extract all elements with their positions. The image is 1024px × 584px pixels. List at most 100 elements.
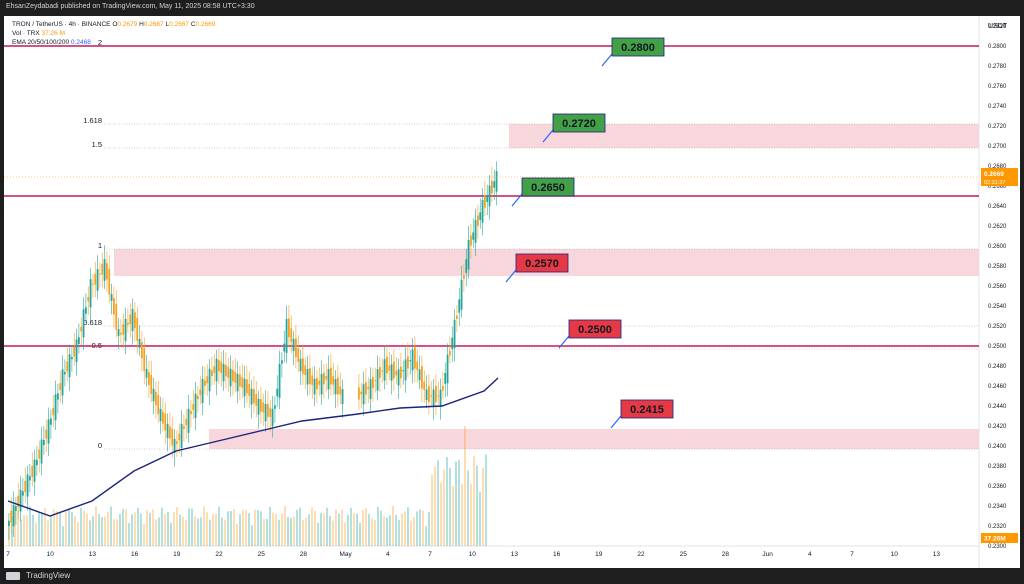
candle-body (178, 433, 181, 441)
candle-body (162, 411, 164, 424)
candle-body (288, 318, 290, 338)
x-tick-label: 19 (595, 551, 603, 558)
candle-body (208, 368, 211, 392)
candle-body (73, 346, 76, 357)
volume-bar (305, 517, 307, 546)
y-tick-label: 0.2460 (988, 384, 1007, 390)
x-tick-label: 22 (215, 551, 223, 558)
candle-body (334, 379, 337, 395)
candle-body (257, 398, 260, 415)
candle-body (222, 363, 225, 382)
candle-body (271, 408, 274, 427)
volume-bar (227, 511, 229, 546)
candle-body (138, 338, 141, 348)
candle-body (421, 366, 423, 389)
candle-body (481, 199, 484, 223)
x-tick-label: 10 (891, 551, 899, 558)
candle-body (43, 439, 45, 445)
candle-body (313, 378, 316, 395)
candle-body (285, 318, 288, 353)
candle-body (264, 403, 267, 422)
candle-body (432, 389, 435, 407)
volume-bar (35, 522, 37, 546)
y-tick-label: 0.2540 (988, 304, 1007, 310)
level-tag-pointer (505, 269, 517, 283)
volume-bar (356, 513, 358, 546)
candle-body (215, 358, 218, 382)
y-tick-label: 0.2300 (988, 544, 1007, 550)
volume-bar (416, 511, 418, 546)
chart-area[interactable]: USDT 0.2820 0.2800 0.2780 0.2760 0.2740 0.2720… (4, 16, 1020, 568)
candle-body (456, 315, 458, 319)
y-tick-label: 0.2480 (988, 364, 1007, 370)
volume-bar (221, 517, 223, 546)
volume-bar (476, 465, 478, 546)
candle-body (103, 259, 106, 281)
volume-bar (182, 516, 184, 546)
candle-body (61, 369, 64, 396)
volume-bar (350, 507, 352, 546)
volume-bar (101, 517, 103, 546)
y-tick-label: 0.2680 (988, 164, 1007, 170)
candle-body (227, 366, 230, 378)
candle-body (395, 370, 398, 376)
volume-bar (296, 509, 298, 546)
candle-body (115, 304, 118, 330)
volume-axis-value: 37.26M (984, 536, 1006, 543)
volume-bar (38, 511, 40, 546)
volume-bar (467, 470, 469, 546)
candle-body (143, 348, 146, 371)
candle-body (325, 375, 328, 380)
ohlc-close-label: C (190, 21, 196, 28)
level-tag-label: 0.2500 (578, 324, 612, 336)
ohlc-open-label: O (112, 21, 118, 28)
volume-bar (248, 513, 250, 546)
volume-bar (128, 522, 130, 546)
volume-bar (443, 469, 445, 546)
y-tick-label: 0.2520 (988, 324, 1007, 330)
candle-body (29, 476, 31, 481)
y-tick-label: 0.2440 (988, 404, 1007, 410)
candle-body (430, 395, 433, 397)
candle-body (10, 510, 13, 523)
candle-body (52, 407, 55, 416)
candle-body (474, 219, 477, 243)
volume-bar (161, 507, 163, 546)
candle-body (206, 376, 209, 384)
volume-bar (65, 511, 67, 546)
x-tick-label: Jun (762, 551, 773, 558)
volume-bar (287, 516, 289, 546)
y-tick-label: 0.2660 (988, 184, 1007, 190)
volume-bar (251, 525, 253, 546)
volume-bar (254, 509, 256, 546)
candle-body (362, 384, 365, 405)
volume-bar (413, 517, 415, 546)
candle-body (465, 259, 468, 273)
candle-body (108, 269, 111, 295)
y-tick-label: 0.2400 (988, 444, 1007, 450)
volume-bar (410, 520, 412, 546)
candle-body (40, 439, 43, 464)
fib-level-label: 1 (98, 241, 102, 250)
candle-body (106, 263, 108, 280)
candle-body (337, 377, 339, 395)
volume-bar (155, 519, 157, 546)
volume-bar (452, 486, 454, 546)
candle-body (36, 459, 38, 466)
candle-body (369, 379, 372, 400)
candle-body (402, 370, 405, 372)
volume-bar (224, 519, 226, 546)
volume-bar (458, 460, 460, 546)
candle-body (8, 521, 10, 526)
candle-body (190, 410, 192, 415)
volume-bar (281, 513, 283, 546)
volume-bar (233, 509, 235, 546)
level-tag: 0.2570 (505, 253, 569, 283)
candle-body (416, 361, 419, 371)
candle-body (150, 374, 153, 395)
candle-body (19, 489, 22, 512)
x-tick-label: 7 (850, 551, 854, 558)
candle-body (232, 369, 234, 382)
volume-bar (215, 513, 217, 546)
